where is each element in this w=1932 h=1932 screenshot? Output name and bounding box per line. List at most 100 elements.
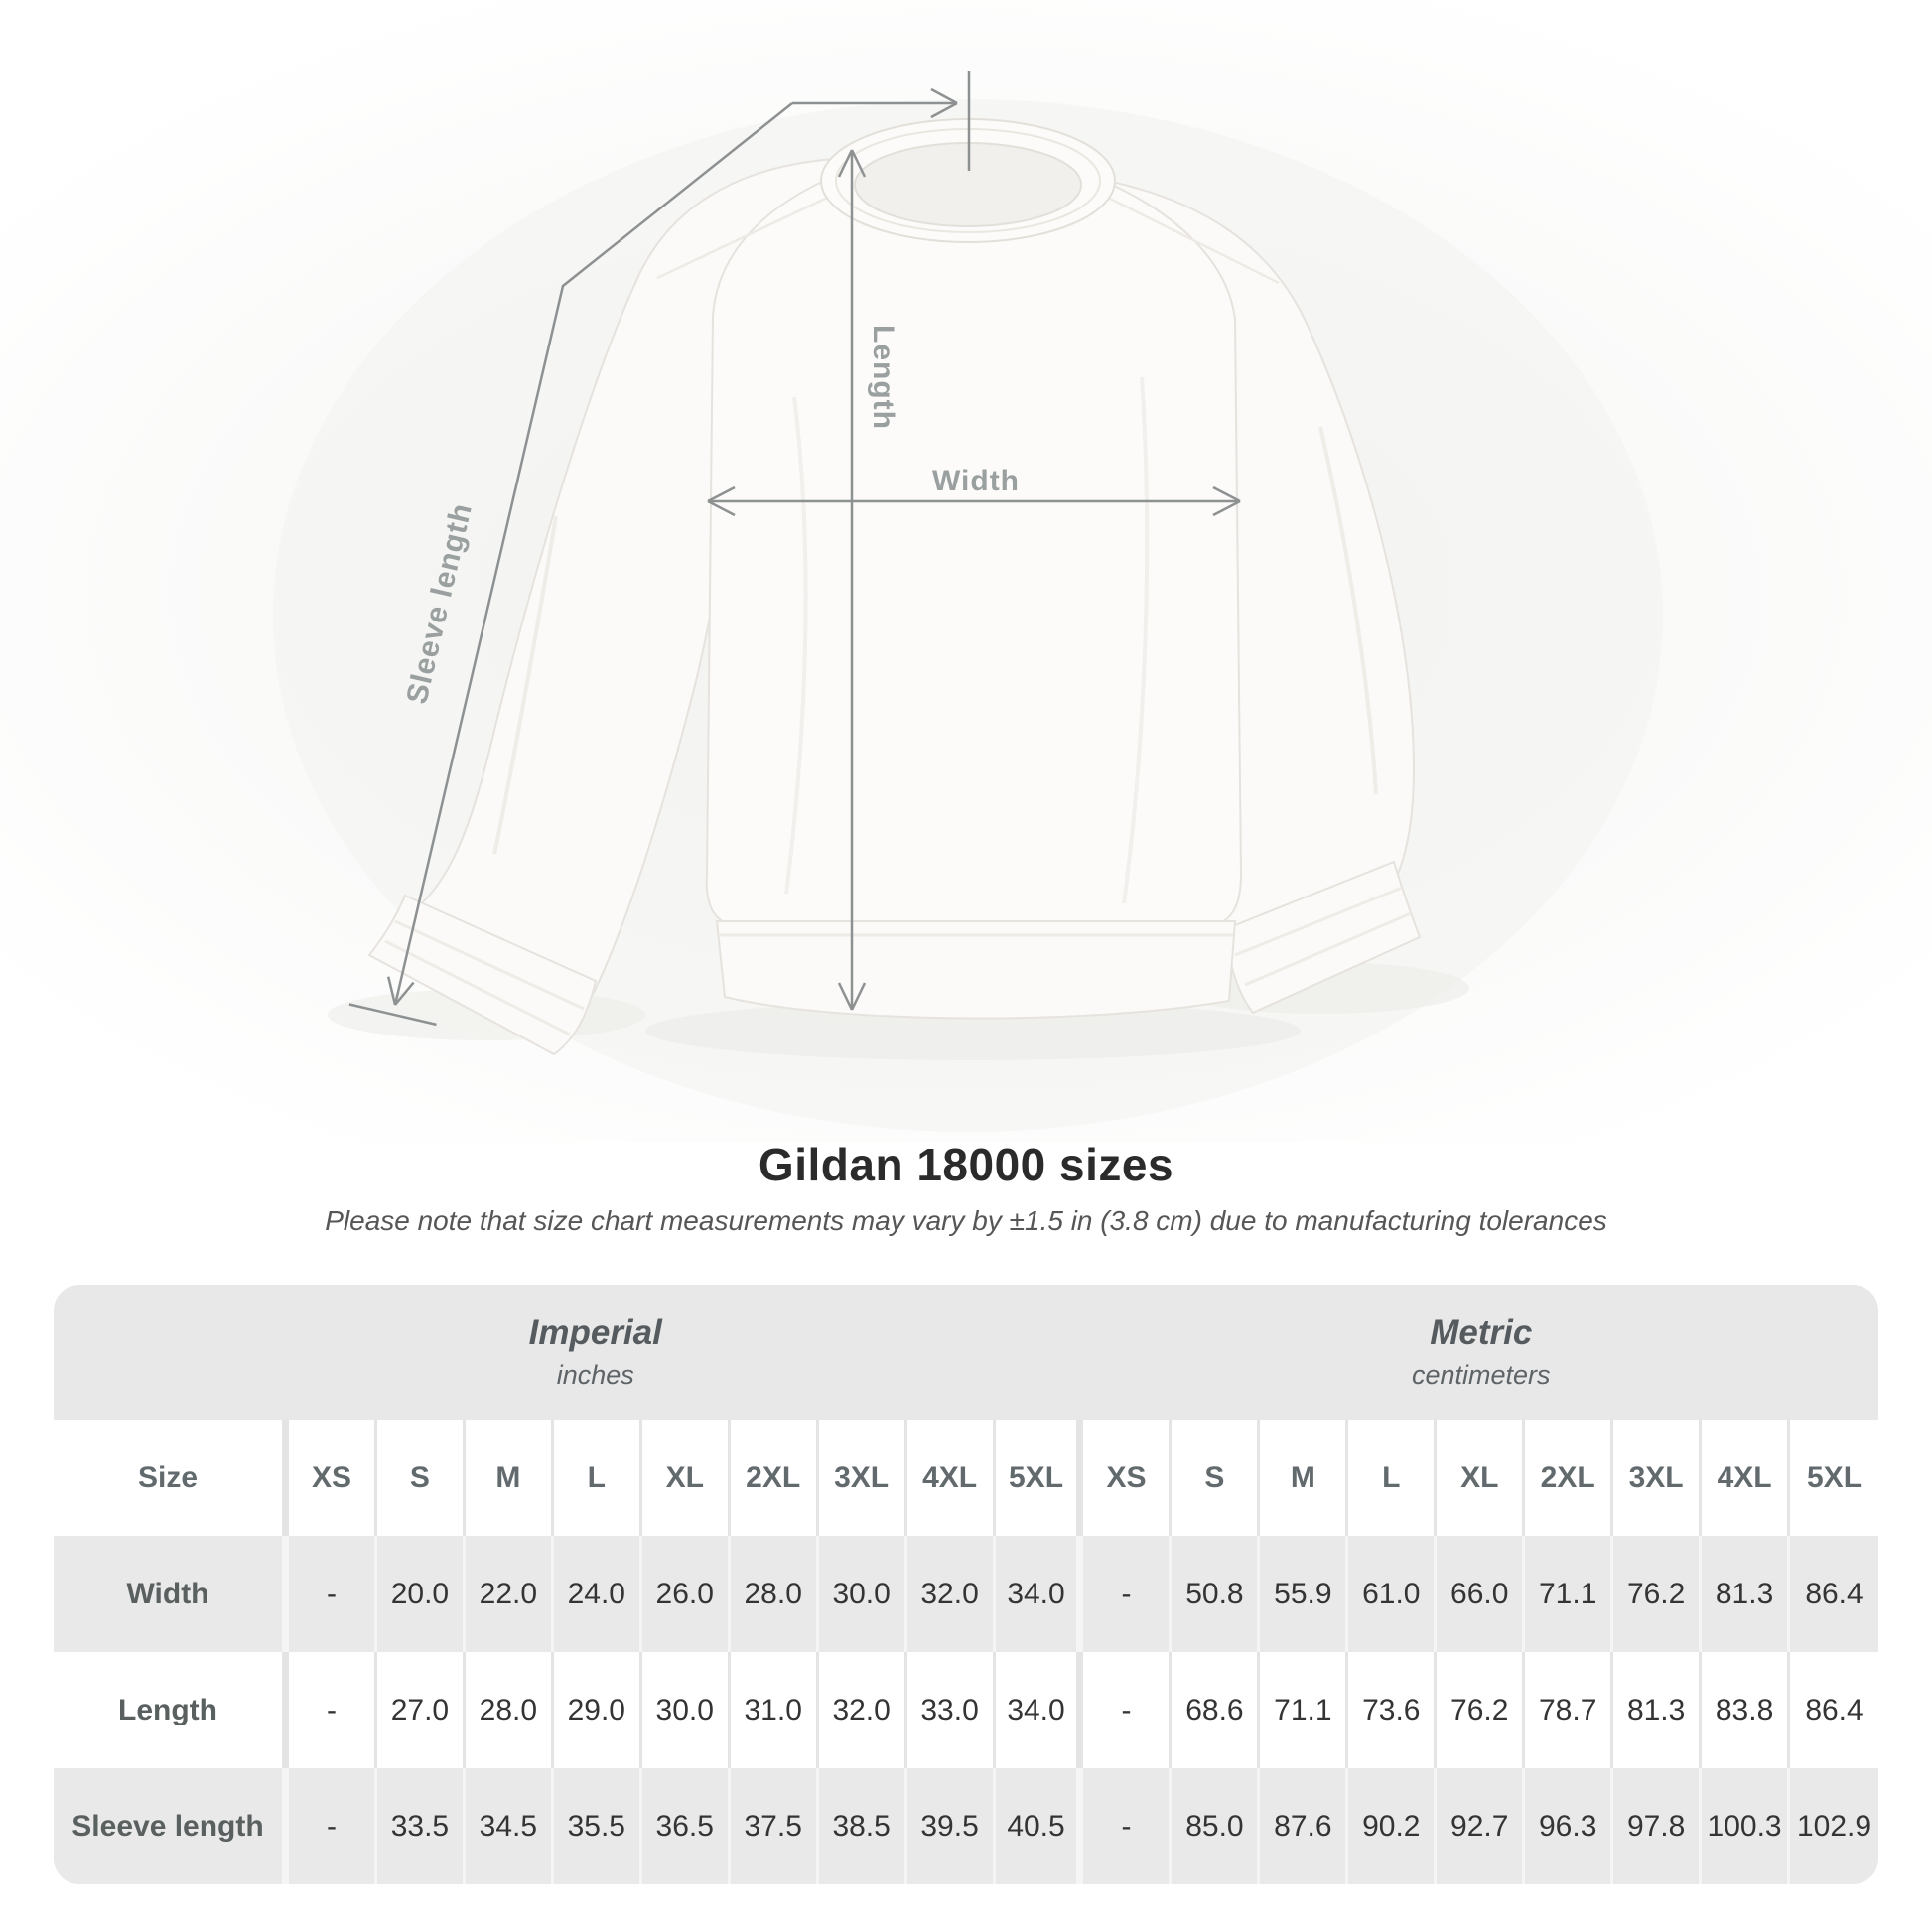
cuff-ribbing	[384, 919, 585, 1036]
imperial-unit: inches	[556, 1360, 634, 1390]
body-folds	[784, 376, 1150, 904]
sleeve-measure-diagonal	[393, 102, 793, 1006]
value-cell: 35.5	[553, 1768, 642, 1884]
unit-band-row: Imperial inches Metric centimeters	[54, 1285, 1878, 1420]
size-table: Imperial inches Metric centimeters Size …	[54, 1285, 1878, 1884]
value-cell: 102.9	[1790, 1768, 1878, 1884]
value-cell: 28.0	[730, 1536, 819, 1652]
value-cell: 68.6	[1172, 1652, 1261, 1768]
value-cell: 73.6	[1348, 1652, 1438, 1768]
value-cell: 40.5	[995, 1768, 1084, 1884]
cuff-tick	[348, 1003, 437, 1027]
value-cell: 86.4	[1790, 1652, 1878, 1768]
value-cell: 26.0	[641, 1536, 731, 1652]
value-cell: 24.0	[553, 1536, 642, 1652]
value-cell: 29.0	[553, 1652, 642, 1768]
table-row-sleeve-length: Sleeve length - 33.5 34.5 35.5 36.5 37.5…	[54, 1768, 1878, 1884]
arrowhead-down	[837, 982, 867, 1011]
value-cell: 85.0	[1172, 1768, 1261, 1884]
size-header-2xl: 2XL	[730, 1420, 819, 1536]
value-cell: 87.6	[1260, 1768, 1349, 1884]
value-cell: 30.0	[818, 1536, 907, 1652]
value-cell: 34.0	[995, 1652, 1084, 1768]
value-cell: 33.5	[376, 1768, 466, 1884]
row-label: Sleeve length	[54, 1768, 289, 1884]
value-cell: -	[289, 1536, 377, 1652]
value-cell: -	[1083, 1536, 1173, 1652]
width-label: Width	[932, 465, 1020, 497]
tolerance-note: Please note that size chart measurements…	[325, 1205, 1607, 1236]
measurement-lines	[348, 71, 1241, 1027]
size-header-l: L	[553, 1420, 642, 1536]
size-header-4xl-metric: 4XL	[1702, 1420, 1791, 1536]
value-cell: 100.3	[1702, 1768, 1791, 1884]
size-header-xl: XL	[641, 1420, 731, 1536]
value-cell: 97.8	[1613, 1768, 1703, 1884]
size-header-5xl-metric: 5XL	[1790, 1420, 1878, 1536]
size-header-5xl: 5XL	[995, 1420, 1084, 1536]
table-row-width: Width - 20.0 22.0 24.0 26.0 28.0 30.0 32…	[54, 1536, 1878, 1652]
value-cell: 28.0	[465, 1652, 554, 1768]
value-cell: 55.9	[1260, 1536, 1349, 1652]
value-cell: -	[1083, 1768, 1173, 1884]
value-cell: 27.0	[376, 1652, 466, 1768]
value-cell: 71.1	[1525, 1536, 1614, 1652]
product-diagram: Length Width Sleeve length	[0, 0, 1932, 1142]
size-column-header: Size	[54, 1420, 289, 1536]
value-cell: 33.0	[906, 1652, 996, 1768]
value-cell: 81.3	[1613, 1652, 1703, 1768]
value-cell: 90.2	[1348, 1768, 1438, 1884]
value-cell: 66.0	[1437, 1536, 1526, 1652]
value-cell: 83.8	[1702, 1652, 1791, 1768]
sweatshirt-illustration: Length Width Sleeve length	[328, 71, 1469, 1060]
arrowhead-sleeve-end	[386, 976, 415, 1006]
value-cell: 50.8	[1172, 1536, 1261, 1652]
size-header-s: S	[376, 1420, 466, 1536]
fold-line	[492, 515, 558, 855]
value-cell: 96.3	[1525, 1768, 1614, 1884]
value-cell: 76.2	[1437, 1652, 1526, 1768]
value-cell: 61.0	[1348, 1536, 1438, 1652]
size-header-l-metric: L	[1348, 1420, 1438, 1536]
hem-band	[715, 920, 1237, 1020]
arrowhead-up	[837, 149, 867, 178]
arrowhead-left	[707, 485, 736, 517]
size-header-m: M	[465, 1420, 554, 1536]
value-cell: 78.7	[1525, 1652, 1614, 1768]
cuff-ribbing	[1234, 886, 1412, 987]
arrowhead-right2	[1212, 485, 1241, 517]
size-header-s-metric: S	[1172, 1420, 1261, 1536]
table-row-length: Length - 27.0 28.0 29.0 30.0 31.0 32.0 3…	[54, 1652, 1878, 1768]
unit-group-imperial: Imperial inches	[54, 1285, 1084, 1420]
page-title: Gildan 18000 sizes	[758, 1139, 1174, 1190]
shoulder-seams	[656, 189, 1280, 285]
body-panel	[705, 179, 1243, 928]
value-cell: 32.0	[906, 1536, 996, 1652]
value-cell: 36.5	[641, 1768, 731, 1884]
value-cell: 39.5	[906, 1768, 996, 1884]
row-label: Length	[54, 1652, 289, 1768]
size-header-2xl-metric: 2XL	[1525, 1420, 1614, 1536]
value-cell: -	[289, 1768, 377, 1884]
size-header-xs: XS	[289, 1420, 377, 1536]
value-cell: -	[1083, 1652, 1173, 1768]
value-cell: -	[289, 1652, 377, 1768]
value-cell: 34.5	[465, 1768, 554, 1884]
length-label: Length	[867, 325, 899, 430]
value-cell: 76.2	[1613, 1536, 1703, 1652]
arrowhead-right	[930, 87, 958, 119]
value-cell: 92.7	[1437, 1768, 1526, 1884]
value-cell: 31.0	[730, 1652, 819, 1768]
size-header-3xl: 3XL	[818, 1420, 907, 1536]
value-cell: 22.0	[465, 1536, 554, 1652]
value-cell: 81.3	[1702, 1536, 1791, 1652]
size-header-3xl-metric: 3XL	[1613, 1420, 1703, 1536]
garment-shadow	[645, 1001, 1301, 1060]
size-header-xs-metric: XS	[1083, 1420, 1173, 1536]
value-cell: 38.5	[818, 1768, 907, 1884]
size-header-row: Size XS S M L XL 2XL 3XL 4XL 5XL XS S M …	[54, 1420, 1878, 1536]
metric-heading: Metric	[1430, 1313, 1533, 1352]
fold-line	[1318, 426, 1378, 795]
metric-unit: centimeters	[1411, 1360, 1551, 1390]
